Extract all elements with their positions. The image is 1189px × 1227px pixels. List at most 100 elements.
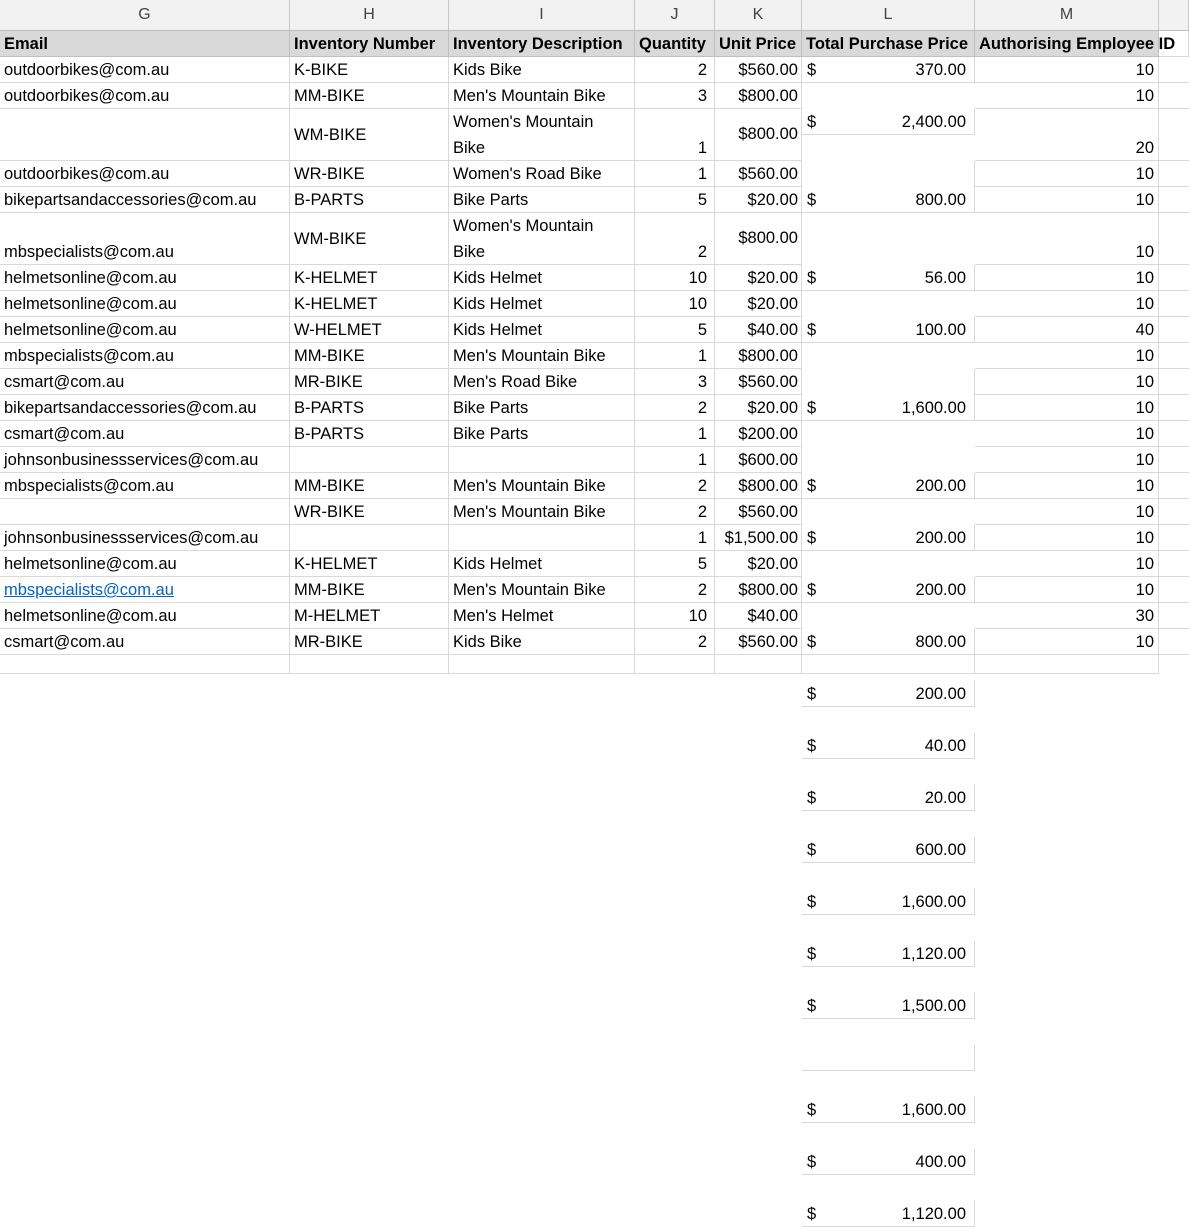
employee-id-cell[interactable]: 10 <box>975 395 1159 421</box>
column-header-j[interactable]: J <box>635 0 715 31</box>
quantity-cell[interactable]: 1 <box>635 525 715 551</box>
email-cell[interactable]: helmetsonline@com.au <box>0 265 290 291</box>
total-purchase-price-cell[interactable]: $600.00 <box>802 837 975 863</box>
email-cell[interactable]: bikepartsandaccessories@com.au <box>0 187 290 213</box>
unit-price-cell[interactable]: $560.00 <box>715 499 802 525</box>
inventory-number-cell[interactable] <box>290 447 449 473</box>
inventory-description-cell[interactable]: Kids Helmet <box>449 317 635 343</box>
quantity-cell[interactable]: 2 <box>635 499 715 525</box>
empty-cell[interactable] <box>802 655 975 674</box>
email-cell[interactable]: johnsonbusinessservices@com.au <box>0 525 290 551</box>
unit-price-cell[interactable]: $560.00 <box>715 629 802 655</box>
total-purchase-price-cell[interactable]: $1,500.00 <box>802 993 975 1019</box>
inventory-number-cell[interactable]: WR-BIKE <box>290 499 449 525</box>
total-purchase-price-cell[interactable]: $100.00 <box>802 317 975 343</box>
email-cell[interactable]: mbspecialists@com.au <box>0 343 290 369</box>
email-cell[interactable]: csmart@com.au <box>0 629 290 655</box>
inventory-number-cell[interactable]: K-HELMET <box>290 291 449 317</box>
inventory-description-cell[interactable] <box>449 447 635 473</box>
inventory-description-cell[interactable]: Men's Mountain Bike <box>449 577 635 603</box>
unit-price-cell[interactable]: $800.00 <box>715 213 802 265</box>
quantity-cell[interactable]: 5 <box>635 187 715 213</box>
header-cell-j[interactable]: Quantity <box>635 31 715 57</box>
email-cell[interactable]: johnsonbusinessservices@com.au <box>0 447 290 473</box>
employee-id-cell[interactable]: 10 <box>975 161 1159 187</box>
column-header-m[interactable]: M <box>975 0 1159 31</box>
unit-price-cell[interactable]: $600.00 <box>715 447 802 473</box>
empty-cell[interactable] <box>0 655 290 674</box>
employee-id-cell[interactable]: 10 <box>975 291 1159 317</box>
email-cell[interactable]: bikepartsandaccessories@com.au <box>0 395 290 421</box>
quantity-cell[interactable]: 1 <box>635 109 715 161</box>
inventory-description-cell[interactable]: Men's Mountain Bike <box>449 473 635 499</box>
total-purchase-price-cell[interactable]: $800.00 <box>802 161 975 213</box>
employee-id-cell[interactable]: 10 <box>975 343 1159 369</box>
email-cell[interactable]: helmetsonline@com.au <box>0 291 290 317</box>
quantity-cell[interactable]: 2 <box>635 473 715 499</box>
total-purchase-price-cell[interactable]: $40.00 <box>802 733 975 759</box>
inventory-number-cell[interactable]: B-PARTS <box>290 395 449 421</box>
empty-cell[interactable] <box>290 655 449 674</box>
header-cell-g[interactable]: Email <box>0 31 290 57</box>
email-cell[interactable]: helmetsonline@com.au <box>0 551 290 577</box>
total-purchase-price-cell[interactable]: $370.00 <box>802 57 975 83</box>
quantity-cell[interactable]: 1 <box>635 161 715 187</box>
inventory-number-cell[interactable]: MR-BIKE <box>290 629 449 655</box>
total-purchase-price-cell[interactable]: $1,120.00 <box>802 941 975 967</box>
inventory-number-cell[interactable]: WM-BIKE <box>290 109 449 161</box>
employee-id-cell[interactable]: 10 <box>975 187 1159 213</box>
inventory-number-cell[interactable] <box>290 525 449 551</box>
unit-price-cell[interactable]: $800.00 <box>715 473 802 499</box>
inventory-number-cell[interactable]: WR-BIKE <box>290 161 449 187</box>
total-purchase-price-cell[interactable]: $2,400.00 <box>802 109 975 135</box>
employee-id-cell[interactable]: 10 <box>975 447 1159 473</box>
total-purchase-price-cell[interactable]: $1,600.00 <box>802 369 975 421</box>
inventory-description-cell[interactable]: Women's Road Bike <box>449 161 635 187</box>
unit-price-cell[interactable]: $800.00 <box>715 109 802 161</box>
employee-id-cell[interactable]: 10 <box>975 629 1159 655</box>
inventory-number-cell[interactable]: K-BIKE <box>290 57 449 83</box>
quantity-cell[interactable]: 3 <box>635 369 715 395</box>
email-cell[interactable]: csmart@com.au <box>0 369 290 395</box>
inventory-number-cell[interactable]: K-HELMET <box>290 551 449 577</box>
inventory-description-cell[interactable]: Men's Mountain Bike <box>449 343 635 369</box>
employee-id-cell[interactable]: 40 <box>975 317 1159 343</box>
email-cell[interactable]: helmetsonline@com.au <box>0 603 290 629</box>
total-purchase-price-cell[interactable]: $20.00 <box>802 785 975 811</box>
total-purchase-price-cell[interactable]: $800.00 <box>802 629 975 655</box>
employee-id-cell[interactable]: 10 <box>975 525 1159 551</box>
total-purchase-price-cell[interactable]: $200.00 <box>802 681 975 707</box>
employee-id-cell[interactable]: 10 <box>975 577 1159 603</box>
total-purchase-price-cell[interactable]: $200.00 <box>802 525 975 551</box>
unit-price-cell[interactable]: $20.00 <box>715 187 802 213</box>
total-purchase-price-cell[interactable]: $1,120.00 <box>802 1201 975 1227</box>
quantity-cell[interactable]: 2 <box>635 629 715 655</box>
email-cell[interactable]: csmart@com.au <box>0 421 290 447</box>
quantity-cell[interactable]: 2 <box>635 213 715 265</box>
header-cell-h[interactable]: Inventory Number <box>290 31 449 57</box>
employee-id-cell[interactable]: 10 <box>975 265 1159 291</box>
quantity-cell[interactable]: 10 <box>635 603 715 629</box>
unit-price-cell[interactable]: $560.00 <box>715 369 802 395</box>
total-purchase-price-cell[interactable]: $200.00 <box>802 577 975 603</box>
employee-id-cell[interactable]: 30 <box>975 603 1159 629</box>
inventory-description-cell[interactable]: Kids Helmet <box>449 265 635 291</box>
employee-id-cell[interactable]: 10 <box>975 473 1159 499</box>
inventory-description-cell[interactable]: Kids Helmet <box>449 291 635 317</box>
inventory-number-cell[interactable]: MM-BIKE <box>290 83 449 109</box>
inventory-number-cell[interactable]: M-HELMET <box>290 603 449 629</box>
inventory-number-cell[interactable]: B-PARTS <box>290 421 449 447</box>
total-purchase-price-cell[interactable]: $400.00 <box>802 1149 975 1175</box>
column-header-h[interactable]: H <box>290 0 449 31</box>
unit-price-cell[interactable]: $800.00 <box>715 343 802 369</box>
email-cell[interactable] <box>0 109 290 161</box>
email-cell[interactable]: outdoorbikes@com.au <box>0 57 290 83</box>
inventory-description-cell[interactable]: Kids Bike <box>449 629 635 655</box>
total-purchase-price-cell[interactable]: $1,600.00 <box>802 1097 975 1123</box>
quantity-cell[interactable]: 1 <box>635 447 715 473</box>
unit-price-cell[interactable]: $560.00 <box>715 57 802 83</box>
inventory-number-cell[interactable]: WM-BIKE <box>290 213 449 265</box>
unit-price-cell[interactable]: $20.00 <box>715 551 802 577</box>
total-purchase-price-cell[interactable]: $200.00 <box>802 473 975 499</box>
quantity-cell[interactable]: 3 <box>635 83 715 109</box>
